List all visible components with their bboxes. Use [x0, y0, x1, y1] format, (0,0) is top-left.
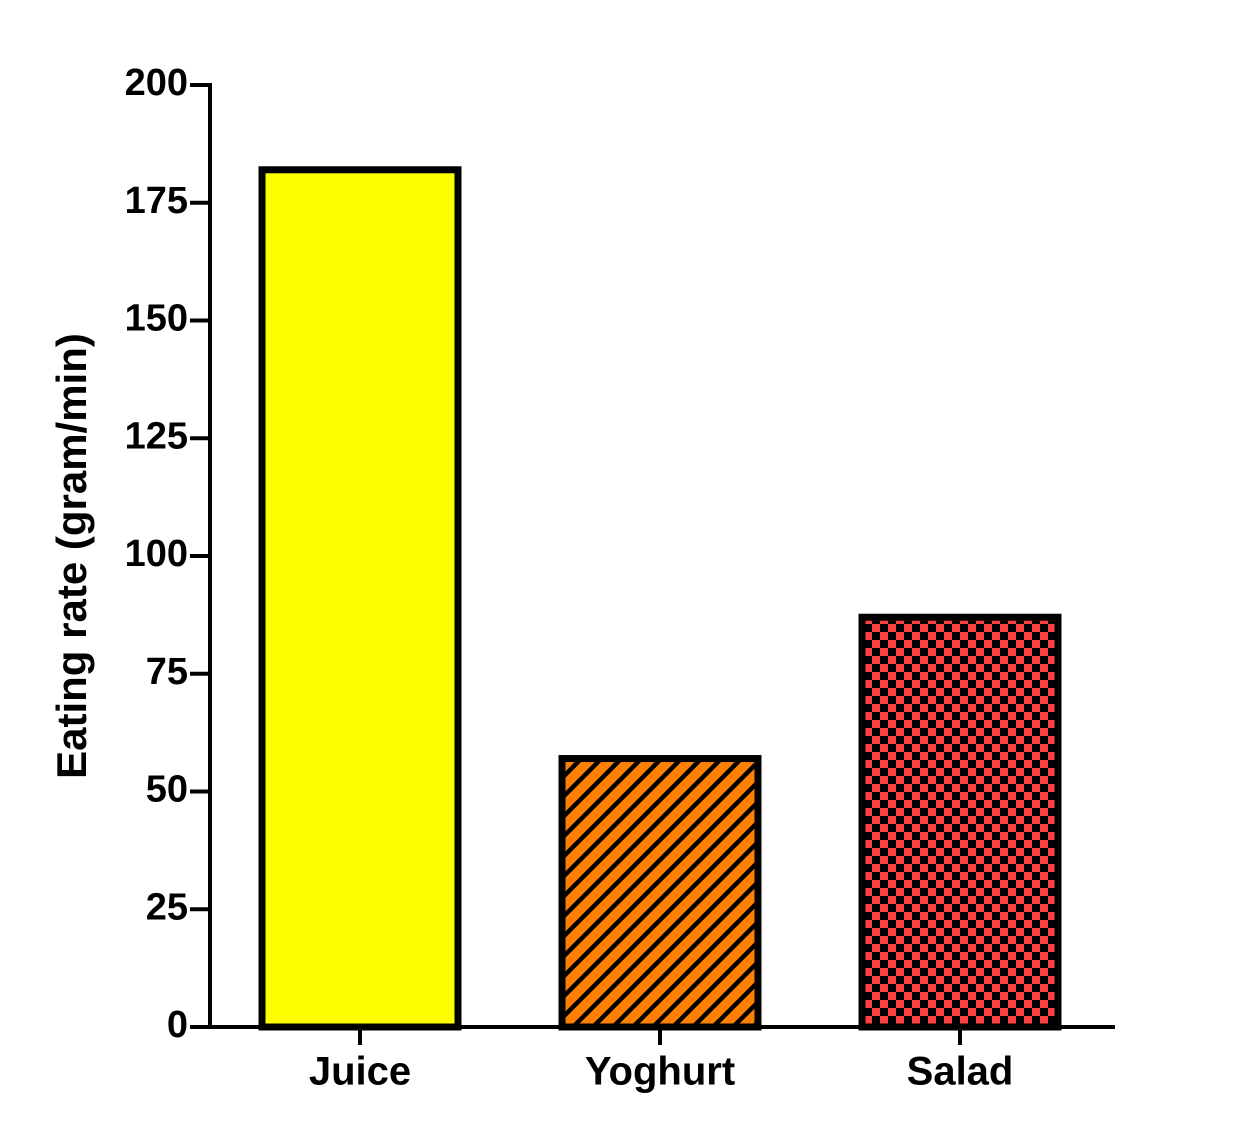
y-tick-label: 50 [146, 769, 188, 811]
y-tick-label: 25 [146, 886, 188, 928]
bar-pattern [565, 762, 755, 1024]
y-tick-label: 125 [125, 415, 188, 457]
y-tick-label: 200 [125, 62, 188, 104]
y-tick-label: 75 [146, 651, 188, 693]
y-tick-label: 175 [125, 180, 188, 222]
y-axis-label: Eating rate (gram/min) [48, 333, 95, 779]
bar-pattern [865, 620, 1055, 1024]
bar [258, 166, 462, 1031]
y-tick-label: 150 [125, 298, 188, 340]
x-tick-label: Juice [309, 1050, 411, 1094]
x-tick-label: Yoghurt [585, 1050, 735, 1094]
x-tick-label: Salad [907, 1050, 1014, 1094]
y-tick-label: 0 [167, 1004, 188, 1046]
y-tick-label: 100 [125, 533, 188, 575]
